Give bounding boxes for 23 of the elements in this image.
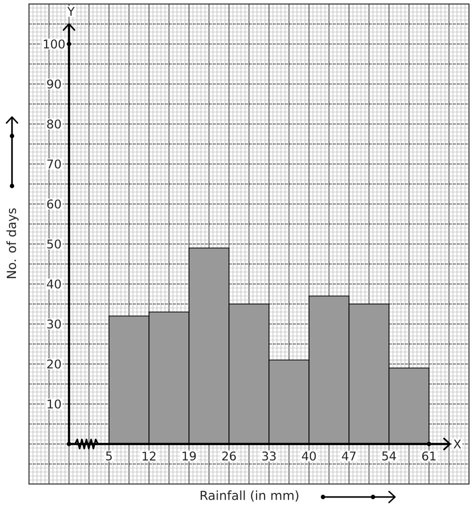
- annotation: X: [454, 440, 462, 448]
- x-tick-label: 19: [182, 451, 196, 461]
- annotation: Y: [67, 7, 75, 16]
- y-axis-title: No. of days: [6, 208, 19, 278]
- x-tick-label: 40: [302, 451, 316, 461]
- x-tick-label: 33: [262, 451, 276, 461]
- x-axis-title: Rainfall (in mm): [200, 490, 298, 502]
- y-tick-label: 50: [47, 239, 61, 249]
- x-tick-label: 61: [422, 451, 436, 461]
- y-tick-label: 20: [47, 359, 61, 369]
- x-tick-label: 54: [382, 452, 396, 460]
- x-tick-label: 12: [142, 452, 156, 460]
- y-tick-label: 100: [44, 39, 65, 49]
- x-tick-label: 5: [106, 452, 112, 460]
- y-tick-label: 60: [47, 199, 61, 209]
- y-tick-label: 70: [47, 159, 61, 169]
- y-tick-label: 90: [47, 79, 61, 89]
- y-tick-label: 10: [48, 399, 61, 409]
- x-tick-label: 26: [222, 451, 236, 461]
- y-tick-label: 30: [47, 319, 61, 329]
- x-tick-label: 47: [342, 452, 356, 460]
- y-tick-label: 80: [47, 119, 61, 129]
- y-tick-label: 40: [46, 279, 61, 289]
